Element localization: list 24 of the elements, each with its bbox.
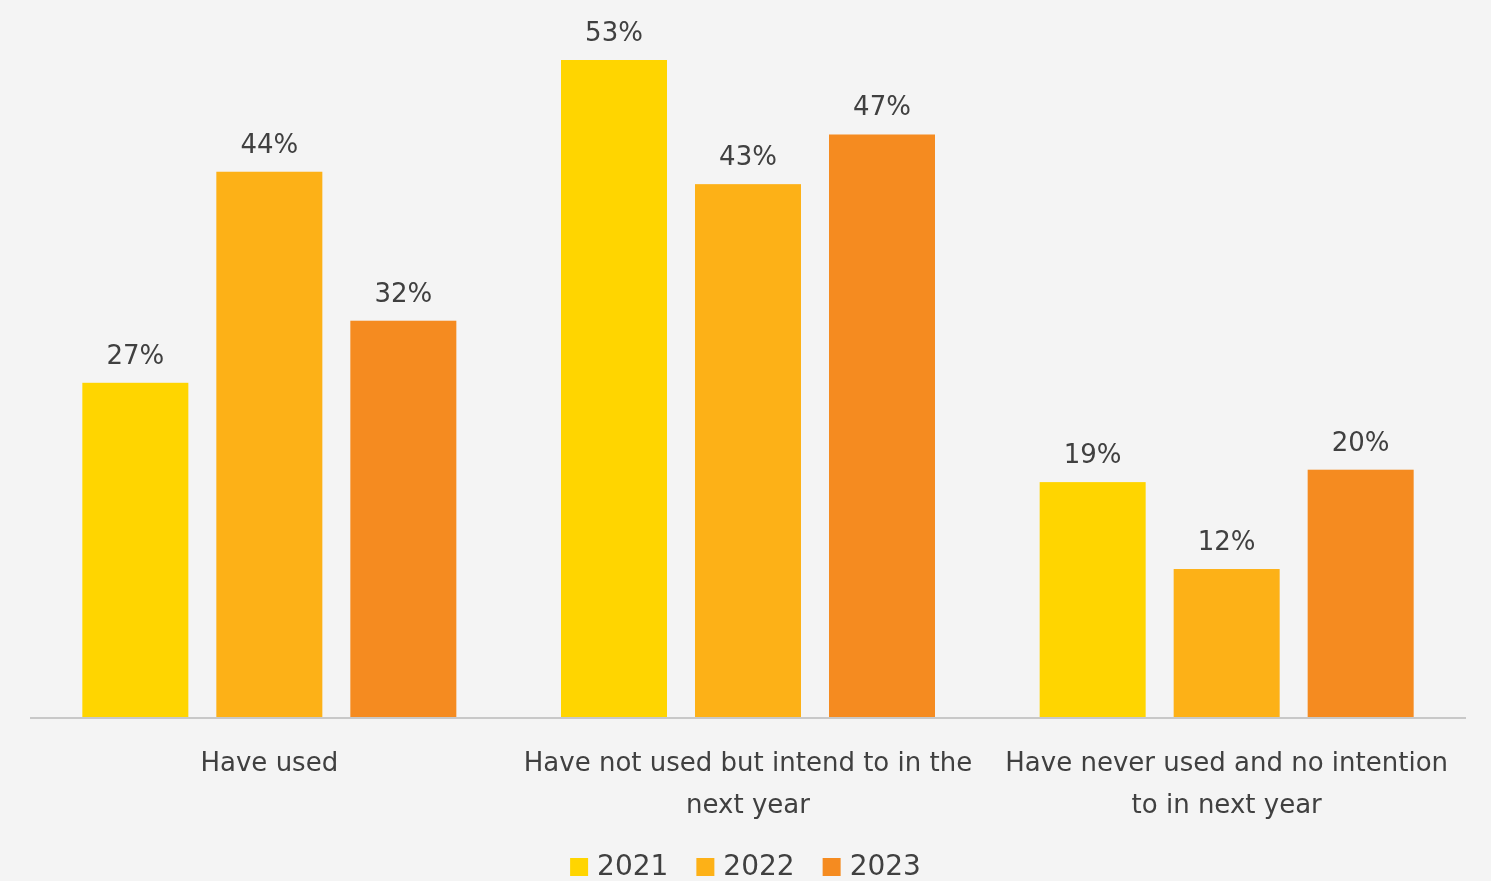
- data-label: 19%: [1063, 439, 1122, 470]
- data-label: 47%: [853, 91, 911, 122]
- legend-label: 2021: [597, 849, 669, 881]
- legend-label: 2022: [723, 849, 795, 881]
- data-label: 20%: [1331, 426, 1390, 457]
- bar: [350, 320, 457, 718]
- bar: [216, 171, 323, 718]
- data-label: 32%: [374, 277, 433, 308]
- bar: [695, 184, 801, 718]
- bar: [82, 382, 189, 718]
- bar: [829, 134, 935, 718]
- data-label: 12%: [1197, 526, 1256, 557]
- legend-label: 2023: [849, 849, 921, 881]
- x-tick-label: Have used: [200, 747, 339, 777]
- bar: [1307, 469, 1414, 718]
- data-label: 53%: [585, 17, 643, 47]
- data-label: 43%: [719, 141, 777, 172]
- data-label: 44%: [240, 128, 299, 159]
- data-label: 27%: [106, 339, 165, 370]
- bar: [1039, 482, 1146, 718]
- x-tick-label: Have not used but intend to in the next year: [523, 747, 973, 819]
- x-tick-label: Have never used and no intention to in next year: [1005, 747, 1449, 819]
- bar: [561, 60, 667, 718]
- bar: [1173, 569, 1280, 718]
